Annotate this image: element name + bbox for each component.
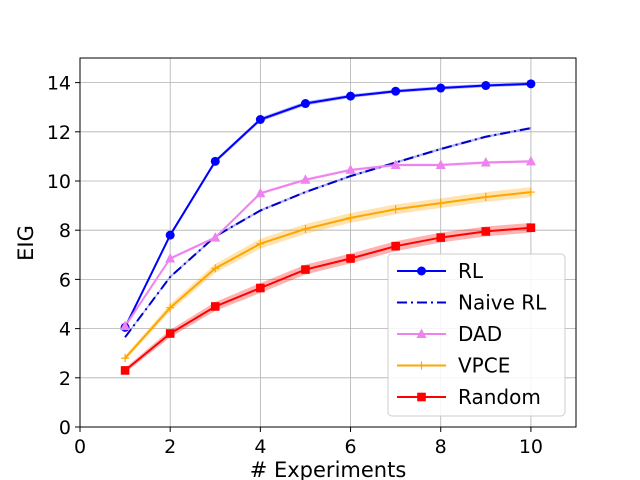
legend-label-naive-rl: Naive RL (458, 291, 547, 315)
random-point (346, 254, 355, 263)
dad-point (300, 174, 311, 184)
confidence-bands (125, 82, 531, 373)
x-tick-label: 6 (344, 436, 356, 458)
random-point (120, 366, 130, 375)
vpce-point (211, 264, 220, 273)
random-point (210, 302, 220, 311)
y-tick-label: 6 (59, 269, 71, 291)
y-tick-label: 0 (59, 417, 71, 439)
legend-label-vpce: VPCE (458, 354, 510, 378)
vpce-point (436, 199, 445, 208)
random-point (526, 223, 536, 233)
vpce-point (256, 239, 265, 248)
rl-point (210, 156, 220, 166)
y-axis-ticks: 0 2 4 6 8 10 12 14 (47, 73, 80, 439)
vpce-line (124, 191, 532, 359)
random-point (436, 233, 446, 242)
y-tick-label: 2 (59, 368, 71, 390)
vpce-point (526, 188, 535, 197)
y-tick-label: 12 (47, 122, 71, 144)
y-tick-label: 14 (47, 73, 71, 95)
dad-point (120, 320, 131, 331)
legend: RL Naive RL DAD VPCE Random (387, 253, 566, 417)
dad-point (390, 159, 401, 170)
legend-marker-dad (416, 328, 427, 338)
x-axis-label: # Experiments (250, 458, 407, 480)
random-point (165, 329, 175, 338)
vpce-point (391, 205, 400, 214)
y-tick-label: 4 (59, 319, 71, 341)
grid-lines (79, 58, 576, 428)
x-axis-ticks: 0 2 4 6 8 10 (74, 427, 543, 458)
y-axis-label: EIG (14, 225, 38, 261)
dad-point (255, 187, 266, 198)
rl-point (481, 81, 491, 91)
vpce-point (121, 354, 130, 363)
random-point (301, 265, 310, 274)
dad-point (210, 232, 221, 242)
plot-frame (79, 57, 577, 428)
dad-point (525, 155, 536, 166)
dad-line (124, 160, 531, 327)
random-line (124, 226, 531, 372)
legend-label-dad: DAD (458, 322, 502, 346)
x-tick-label: 8 (435, 436, 447, 458)
rl-point (300, 99, 310, 109)
random-point (391, 241, 400, 251)
legend-label-rl: RL (458, 259, 484, 283)
legend-marker-vpce (417, 361, 426, 370)
dad-point (435, 159, 446, 170)
y-tick-label: 8 (59, 220, 71, 242)
x-tick-label: 4 (254, 436, 266, 458)
random-point (256, 283, 265, 293)
series-lines (124, 82, 532, 372)
x-tick-label: 0 (74, 436, 86, 458)
rl-point (165, 230, 175, 240)
dad-point (480, 157, 491, 167)
legend-label-random: Random (458, 385, 541, 409)
vpce-point (301, 224, 310, 233)
random-point (481, 227, 491, 236)
series-markers (120, 79, 536, 375)
rl-line (124, 82, 531, 328)
rl-point (526, 79, 536, 89)
dad-point (165, 252, 176, 263)
legend-marker-random (417, 392, 426, 402)
y-tick-label: 10 (47, 171, 71, 193)
legend-box (387, 253, 566, 417)
naive-rl-line (124, 127, 532, 338)
vpce-point (481, 192, 490, 201)
dad-point (345, 164, 356, 174)
x-tick-label: 10 (519, 436, 543, 458)
rl-point (436, 83, 446, 93)
rl-point (346, 91, 356, 101)
rl-point (391, 86, 401, 96)
rl-point (255, 115, 265, 124)
legend-marker-rl (417, 266, 426, 276)
vpce-point (166, 303, 175, 312)
vpce-point (346, 213, 355, 222)
x-tick-label: 2 (164, 436, 176, 458)
vpce-band (125, 187, 531, 361)
